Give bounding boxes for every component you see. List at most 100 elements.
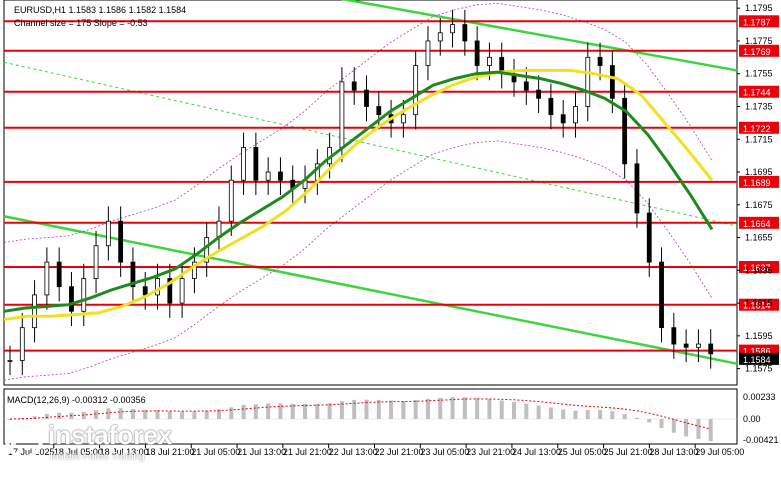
macd-bar (524, 403, 529, 419)
moving-averages (3, 68, 714, 321)
candle-body (364, 89, 369, 107)
macd-bar (32, 416, 37, 419)
candle-body (548, 97, 554, 116)
macd-bar (671, 419, 676, 433)
macd-bar (106, 408, 111, 419)
macd-tick-label: 0.00 (743, 414, 761, 424)
candle-body (683, 343, 689, 348)
level-label-1.1722: 1.1722 (743, 124, 771, 134)
candle-body (376, 106, 382, 116)
candle-body (573, 106, 578, 124)
candle-body (634, 163, 640, 214)
candle-body (56, 261, 62, 288)
candle-body (265, 171, 271, 181)
level-label-bg-1.1614 (739, 298, 779, 311)
x-tick-label: 18 Jul 21:00 (145, 447, 194, 457)
macd-bar (327, 403, 332, 419)
macd-bar (130, 408, 135, 419)
macd-bar (376, 399, 381, 419)
candle-body (536, 89, 542, 99)
y-tick-label: 1.1655 (745, 233, 773, 243)
macd-plot-frame (3, 388, 738, 445)
macd-bar (290, 403, 295, 419)
level-label-1.1769: 1.1769 (743, 47, 771, 57)
candle-body (130, 261, 136, 288)
macd-bar (143, 409, 148, 419)
candle-body (450, 24, 455, 34)
candle-body (708, 343, 714, 355)
x-tick-label: 21 Jul 21:00 (283, 447, 332, 457)
candle-body (44, 261, 50, 296)
macd-bar (278, 403, 283, 419)
macd-bar (303, 404, 308, 419)
macd-bar (647, 419, 652, 423)
macd-bar (573, 410, 578, 419)
macd-panel: 0.00233 0.00 -0.00421 (4, 392, 779, 445)
y-tick-label: 1.1775 (745, 36, 773, 46)
macd-bar (659, 419, 664, 428)
macd-bar (204, 410, 209, 419)
x-tick-label: 23 Jul 05:00 (420, 447, 469, 457)
candle-body (400, 114, 406, 124)
candle-body (659, 261, 664, 329)
instaforex-logo-icon (5, 421, 43, 459)
x-tick-label: 25 Jul 05:00 (558, 447, 607, 457)
candle-body (179, 278, 185, 304)
envelope-bands (3, 2, 713, 381)
candle-body (118, 220, 124, 263)
candle-body (241, 147, 246, 181)
current-price-label: 1.1584 (743, 355, 771, 365)
candle-body (622, 97, 628, 165)
level-label-1.1614: 1.1614 (743, 301, 771, 311)
x-tick-label: 29 Jul 05:00 (695, 447, 744, 457)
x-tick-label: 21 Jul 05:00 (191, 447, 240, 457)
macd-bar (315, 403, 320, 419)
x-tick-label: 21 Jul 13:00 (237, 447, 286, 457)
macd-bar (450, 397, 455, 419)
macd-bar (364, 399, 369, 419)
channel-lines (3, 0, 738, 365)
candle-body (646, 212, 652, 263)
level-label-bg-1.1689 (739, 175, 779, 188)
candle-body (105, 220, 111, 247)
macd-label: MACD(12,26,9) -0.00312 -0.00356 (7, 395, 146, 405)
y-tick-label: 1.1715 (745, 134, 773, 144)
macd-bar (229, 407, 234, 419)
x-tick-label: 25 Jul 21:00 (604, 447, 653, 457)
level-label-1.1787: 1.1787 (743, 17, 771, 27)
band-lower (3, 140, 713, 381)
candle-body (351, 81, 357, 91)
x-tick-label: 18 Jul 05:00 (54, 447, 103, 457)
channel-line-mid (3, 61, 738, 227)
current-price-bg (739, 352, 779, 365)
macd-bar (622, 413, 627, 419)
x-tick-label: 17 Jul 2025 (8, 447, 55, 457)
level-label-bg-1.1744 (739, 85, 779, 98)
macd-bar (352, 399, 357, 419)
candle-body (69, 286, 74, 312)
macd-bar (266, 403, 271, 419)
candle-body (278, 171, 283, 181)
y-tick-label: 1.1595 (745, 331, 773, 341)
x-tick-label: 22 Jul 21:00 (375, 447, 424, 457)
level-label-bg-1.1664 (739, 216, 779, 229)
macd-bar (241, 404, 246, 419)
y-tick-label: 1.1755 (745, 69, 773, 79)
macd-bar (167, 411, 172, 419)
macd-bar (684, 419, 689, 437)
macd-bar (499, 400, 504, 419)
candle-body (228, 179, 234, 222)
y-tick-label: 1.1575 (745, 364, 773, 374)
candle-body (167, 278, 173, 304)
macd-bar (57, 412, 62, 419)
candle-body (32, 294, 37, 329)
macd-bar (512, 402, 517, 419)
level-label-1.1744: 1.1744 (743, 88, 771, 98)
candle-body (191, 261, 197, 279)
macd-tick-label: 0.00233 (743, 392, 776, 402)
brand-tagline: Instant Forex Trading (50, 451, 145, 462)
level-label-1.1586: 1.1586 (743, 347, 771, 357)
candle-body (93, 245, 99, 279)
macd-bar (610, 411, 615, 419)
candle-body (339, 81, 345, 148)
